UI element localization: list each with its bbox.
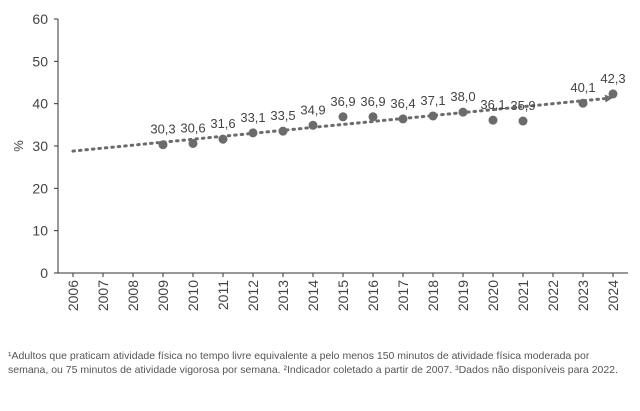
data-point — [518, 116, 528, 126]
y-axis-title: % — [11, 140, 26, 152]
x-tick-label: 2012 — [245, 280, 261, 311]
data-point — [218, 134, 228, 144]
x-tick-label: 2022 — [545, 280, 561, 311]
y-tick-label: 40 — [32, 96, 48, 112]
data-point — [458, 107, 468, 117]
y-tick-label: 0 — [40, 265, 48, 281]
chart: 0 10 20 30 40 50 60% 2006 2007 2008 2009 2010 2011 20… — [11, 11, 628, 311]
data-label: 30,6 — [180, 120, 205, 135]
y-tick-label: 20 — [32, 180, 48, 196]
data-point — [308, 120, 318, 130]
data-point — [578, 98, 588, 108]
x-tick-label: 2007 — [95, 280, 111, 311]
data-label: 33,5 — [270, 108, 295, 123]
data-point — [428, 111, 438, 121]
data-point — [158, 140, 168, 150]
x-tick-label: 2021 — [515, 280, 531, 311]
data-label: 36,9 — [360, 94, 385, 109]
y-tick-label: 60 — [32, 11, 48, 27]
data-label: 37,1 — [420, 93, 445, 108]
data-point — [248, 128, 258, 138]
x-tick-label: 2015 — [335, 280, 351, 311]
data-label: 38,0 — [450, 89, 475, 104]
data-label: 31,6 — [210, 116, 235, 131]
y-tick-label: 10 — [32, 223, 48, 239]
data-point — [278, 126, 288, 136]
x-tick-label: 2006 — [65, 280, 81, 311]
data-label: 36,4 — [390, 96, 415, 111]
data-label: 42,3 — [600, 71, 625, 86]
data-label: 33,1 — [240, 110, 265, 125]
footnote: ¹Adultos que praticam atividade física n… — [8, 350, 618, 376]
x-tick-label: 2017 — [395, 280, 411, 311]
y-tick-label: 30 — [32, 138, 48, 154]
data-point — [188, 138, 198, 148]
data-label: 30,3 — [150, 122, 175, 137]
x-tick-label: 2009 — [155, 280, 171, 311]
data-point — [608, 89, 618, 99]
x-tick-label: 2008 — [125, 280, 141, 311]
data-label: 34,9 — [300, 102, 325, 117]
x-tick-label: 2013 — [275, 280, 291, 311]
x-tick-label: 2023 — [575, 280, 591, 311]
x-tick-label: 2010 — [185, 280, 201, 311]
data-label: 36,1 — [480, 97, 505, 112]
data-point — [338, 112, 348, 122]
data-point — [398, 114, 408, 124]
data-label: 35,9 — [510, 98, 535, 113]
x-tick-label: 2018 — [425, 280, 441, 311]
x-tick-label: 2014 — [305, 280, 321, 311]
x-tick-label: 2020 — [485, 280, 501, 311]
data-label: 36,9 — [330, 94, 355, 109]
data-point — [368, 112, 378, 122]
x-tick-label: 2024 — [605, 280, 621, 311]
x-tick-label: 2019 — [455, 280, 471, 311]
x-tick-label: 2011 — [215, 280, 231, 310]
x-tick-label: 2016 — [365, 280, 381, 311]
y-tick-label: 50 — [32, 53, 48, 69]
data-label: 40,1 — [570, 80, 595, 95]
data-point — [488, 115, 498, 125]
